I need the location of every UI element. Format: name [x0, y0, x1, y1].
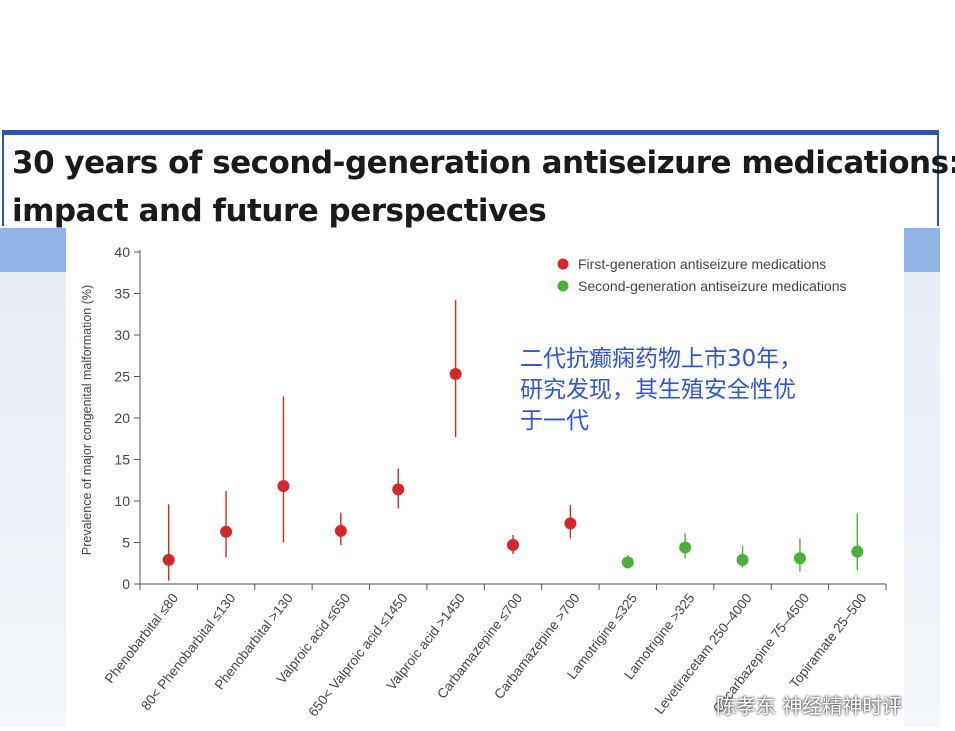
data-point: [564, 517, 577, 530]
y-tick-label: 25: [114, 369, 130, 385]
y-tick-label: 30: [114, 327, 130, 343]
chinese-annotation: 二代抗癫痫药物上市30年， 研究发现，其生殖安全性优 于一代: [520, 346, 803, 434]
y-tick-label: 5: [122, 535, 130, 551]
data-point: [793, 552, 806, 565]
data-point: [621, 556, 634, 569]
y-axis-label: Prevalence of major congenital malformat…: [80, 285, 94, 555]
x-tick-label: 650< Valproic acid ≤1450: [305, 591, 410, 720]
legend-label: First-generation antiseizure medications: [578, 256, 826, 272]
data-point: [392, 483, 405, 496]
data-point: [736, 553, 749, 566]
y-tick-label: 10: [114, 493, 130, 509]
malformation-chart: 0 5 10 15 20 25 30 35 40 Prevalence of major cong…: [80, 244, 887, 720]
data-point: [220, 525, 233, 538]
data-point: [277, 480, 290, 493]
data-point: [449, 368, 462, 381]
legend-marker: [557, 258, 569, 270]
y-tick-label: 35: [114, 286, 130, 302]
paper-title-line-1: 30 years of second-generation antiseizur…: [12, 145, 955, 181]
chart-panel: 0 5 10 15 20 25 30 35 40 Prevalence of major cong…: [66, 228, 904, 727]
y-tick-label: 0: [122, 576, 130, 592]
paper-title-line-2: impact and future perspectives: [12, 193, 547, 229]
data-point: [507, 538, 519, 551]
x-tick-label: 80< Phenobarbital ≤130: [138, 591, 238, 713]
legend-marker: [557, 280, 569, 292]
legend-label: Second-generation antiseizure medication…: [578, 278, 847, 294]
y-tick-label: 40: [114, 244, 130, 260]
data-point: [679, 541, 692, 554]
data-point: [851, 545, 864, 558]
watermark: 陈孝东 神经精神时评: [684, 690, 902, 719]
y-tick-label: 20: [114, 410, 130, 426]
paper-title-box: 30 years of second-generation antiseizur…: [2, 130, 955, 229]
watermark-text: 陈孝东 神经精神时评: [716, 694, 903, 718]
wechat-icon: [684, 694, 710, 714]
data-point: [334, 524, 347, 537]
y-tick-label: 15: [114, 452, 130, 468]
data-point: [162, 553, 175, 566]
